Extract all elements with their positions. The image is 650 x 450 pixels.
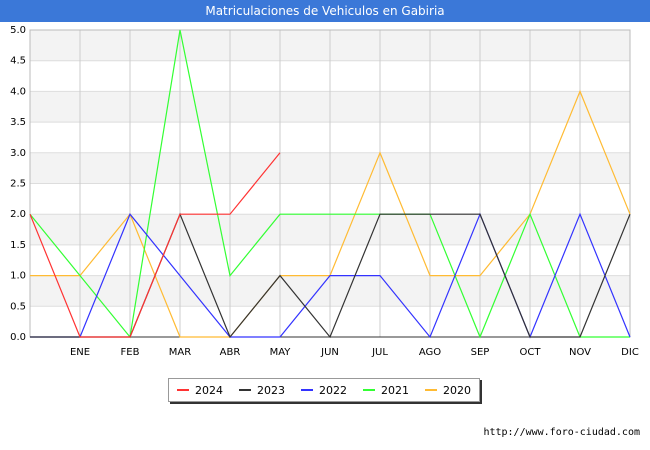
x-tick-label: AGO [419,347,441,358]
x-tick-label: ABR [220,347,241,358]
y-tick-label: 2.0 [10,209,26,220]
y-tick-label: 2.5 [10,179,26,190]
y-tick-label: 3.0 [10,148,26,159]
x-tick-label: DIC [621,347,639,358]
x-tick-label: MAY [270,347,292,358]
y-tick-label: 5.0 [10,25,26,36]
series-line-2024 [29,152,281,338]
x-tick-label: FEB [121,347,140,358]
x-tick-label: ENE [70,347,90,358]
legend-item-2022: 2022 [301,384,347,397]
y-tick-label: 4.0 [10,86,26,97]
legend-label: 2021 [381,383,409,397]
y-tick-label: 3.5 [10,117,26,128]
legend-label: 2020 [443,383,471,397]
legend-item-2023: 2023 [239,384,285,397]
y-tick-label: 0.0 [10,332,26,343]
legend-item-2020: 2020 [425,384,471,397]
x-tick-label: JUL [371,347,388,358]
legend-item-2021: 2021 [363,384,409,397]
legend-swatch [301,389,313,391]
series-lines [29,29,631,339]
x-tick-label: NOV [569,347,591,358]
y-tick-label: 0.5 [10,301,26,312]
legend-label: 2023 [257,383,285,397]
y-tick-label: 1.0 [10,271,26,282]
chart-title: Matriculaciones de Vehiculos en Gabiria [0,0,650,22]
legend-swatch [177,389,189,391]
legend-swatch [239,389,251,391]
legend: 2024 2023 2022 2021 2020 [168,378,480,402]
y-axis-labels: 0.0 0.5 1.0 1.5 2.0 2.5 3.0 3.5 4.0 4.5 5.0 [10,25,26,343]
legend-label: 2024 [195,383,223,397]
source-url[interactable]: http://www.foro-ciudad.com [483,427,640,438]
legend-label: 2022 [319,383,347,397]
legend-item-2024: 2024 [177,384,223,397]
line-chart: 0.0 0.5 1.0 1.5 2.0 2.5 3.0 3.5 4.0 4.5 5.0 ENE FEB… [10,25,639,358]
x-tick-label: SEP [471,347,490,358]
legend-swatch [363,389,375,391]
x-tick-label: JUN [320,347,339,358]
x-axis-labels: ENE FEB MAR ABR MAY JUN JUL AGO SEP OCT NOV DIC [70,347,639,358]
legend-swatch [425,389,437,391]
y-tick-label: 1.5 [10,240,26,251]
y-tick-label: 4.5 [10,56,26,67]
x-tick-label: OCT [520,347,542,358]
x-tick-label: MAR [169,347,191,358]
